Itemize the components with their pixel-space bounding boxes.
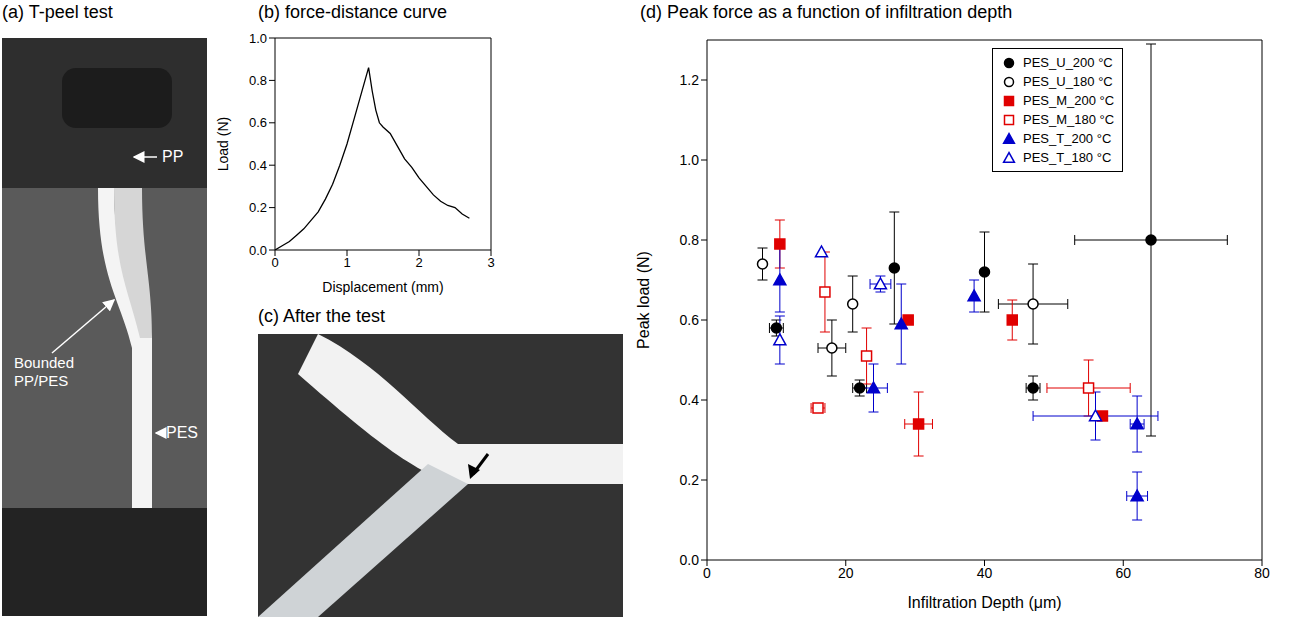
svg-text:0.4: 0.4 [249, 158, 267, 173]
html-text:PES_U_180 °C: PES_U_180 °C [1023, 74, 1113, 89]
svg-text:1.0: 1.0 [249, 31, 267, 46]
html-text:(a) T-peel test: (a) T-peel test [2, 2, 113, 22]
html-text:PES_U_200 °C: PES_U_200 °C [1023, 55, 1113, 70]
html-text:PES_T_200 °C: PES_T_200 °C [1023, 131, 1112, 146]
svg-text:Displacement (mm): Displacement (mm) [322, 279, 443, 295]
svg-text:1: 1 [343, 255, 350, 270]
svg-text:PP: PP [162, 148, 183, 165]
svg-text:Infiltration Depth (μm): Infiltration Depth (μm) [907, 594, 1061, 611]
svg-text:0.2: 0.2 [680, 472, 700, 488]
svg-text:Peak load (N): Peak load (N) [635, 251, 652, 349]
svg-text:0.8: 0.8 [680, 232, 700, 248]
svg-text:Load (N): Load (N) [215, 117, 231, 171]
svg-text:0.0: 0.0 [680, 552, 700, 568]
svg-text:3: 3 [487, 255, 494, 270]
html-text:PES_M_180 °C: PES_M_180 °C [1023, 112, 1115, 127]
svg-text:0.6: 0.6 [680, 312, 700, 328]
svg-text:1.2: 1.2 [680, 72, 700, 88]
svg-text:0: 0 [271, 255, 278, 270]
html-text:(d) Peak force as a function o: (d) Peak force as a function of infiltra… [640, 2, 1013, 22]
html-text:(b) force-distance curve: (b) force-distance curve [258, 2, 448, 22]
svg-text:PES: PES [166, 424, 198, 441]
html-text:PES_T_180 °C: PES_T_180 °C [1023, 150, 1112, 165]
svg-text:60: 60 [1115, 565, 1131, 581]
svg-text:0.0: 0.0 [249, 243, 267, 258]
svg-text:0: 0 [703, 565, 711, 581]
svg-text:0.6: 0.6 [249, 115, 267, 130]
svg-text:1.0: 1.0 [680, 152, 700, 168]
svg-text:2: 2 [415, 255, 422, 270]
svg-text:40: 40 [977, 565, 993, 581]
svg-text:20: 20 [838, 565, 854, 581]
svg-text:0.2: 0.2 [249, 200, 267, 215]
html-text:(c) After the test: (c) After the test [258, 306, 385, 326]
html-text:PES_M_200 °C: PES_M_200 °C [1023, 93, 1115, 108]
svg-text:BoundedPP/PES: BoundedPP/PES [14, 354, 74, 389]
svg-text:0.4: 0.4 [680, 392, 700, 408]
svg-text:0.8: 0.8 [249, 73, 267, 88]
svg-text:80: 80 [1254, 565, 1270, 581]
